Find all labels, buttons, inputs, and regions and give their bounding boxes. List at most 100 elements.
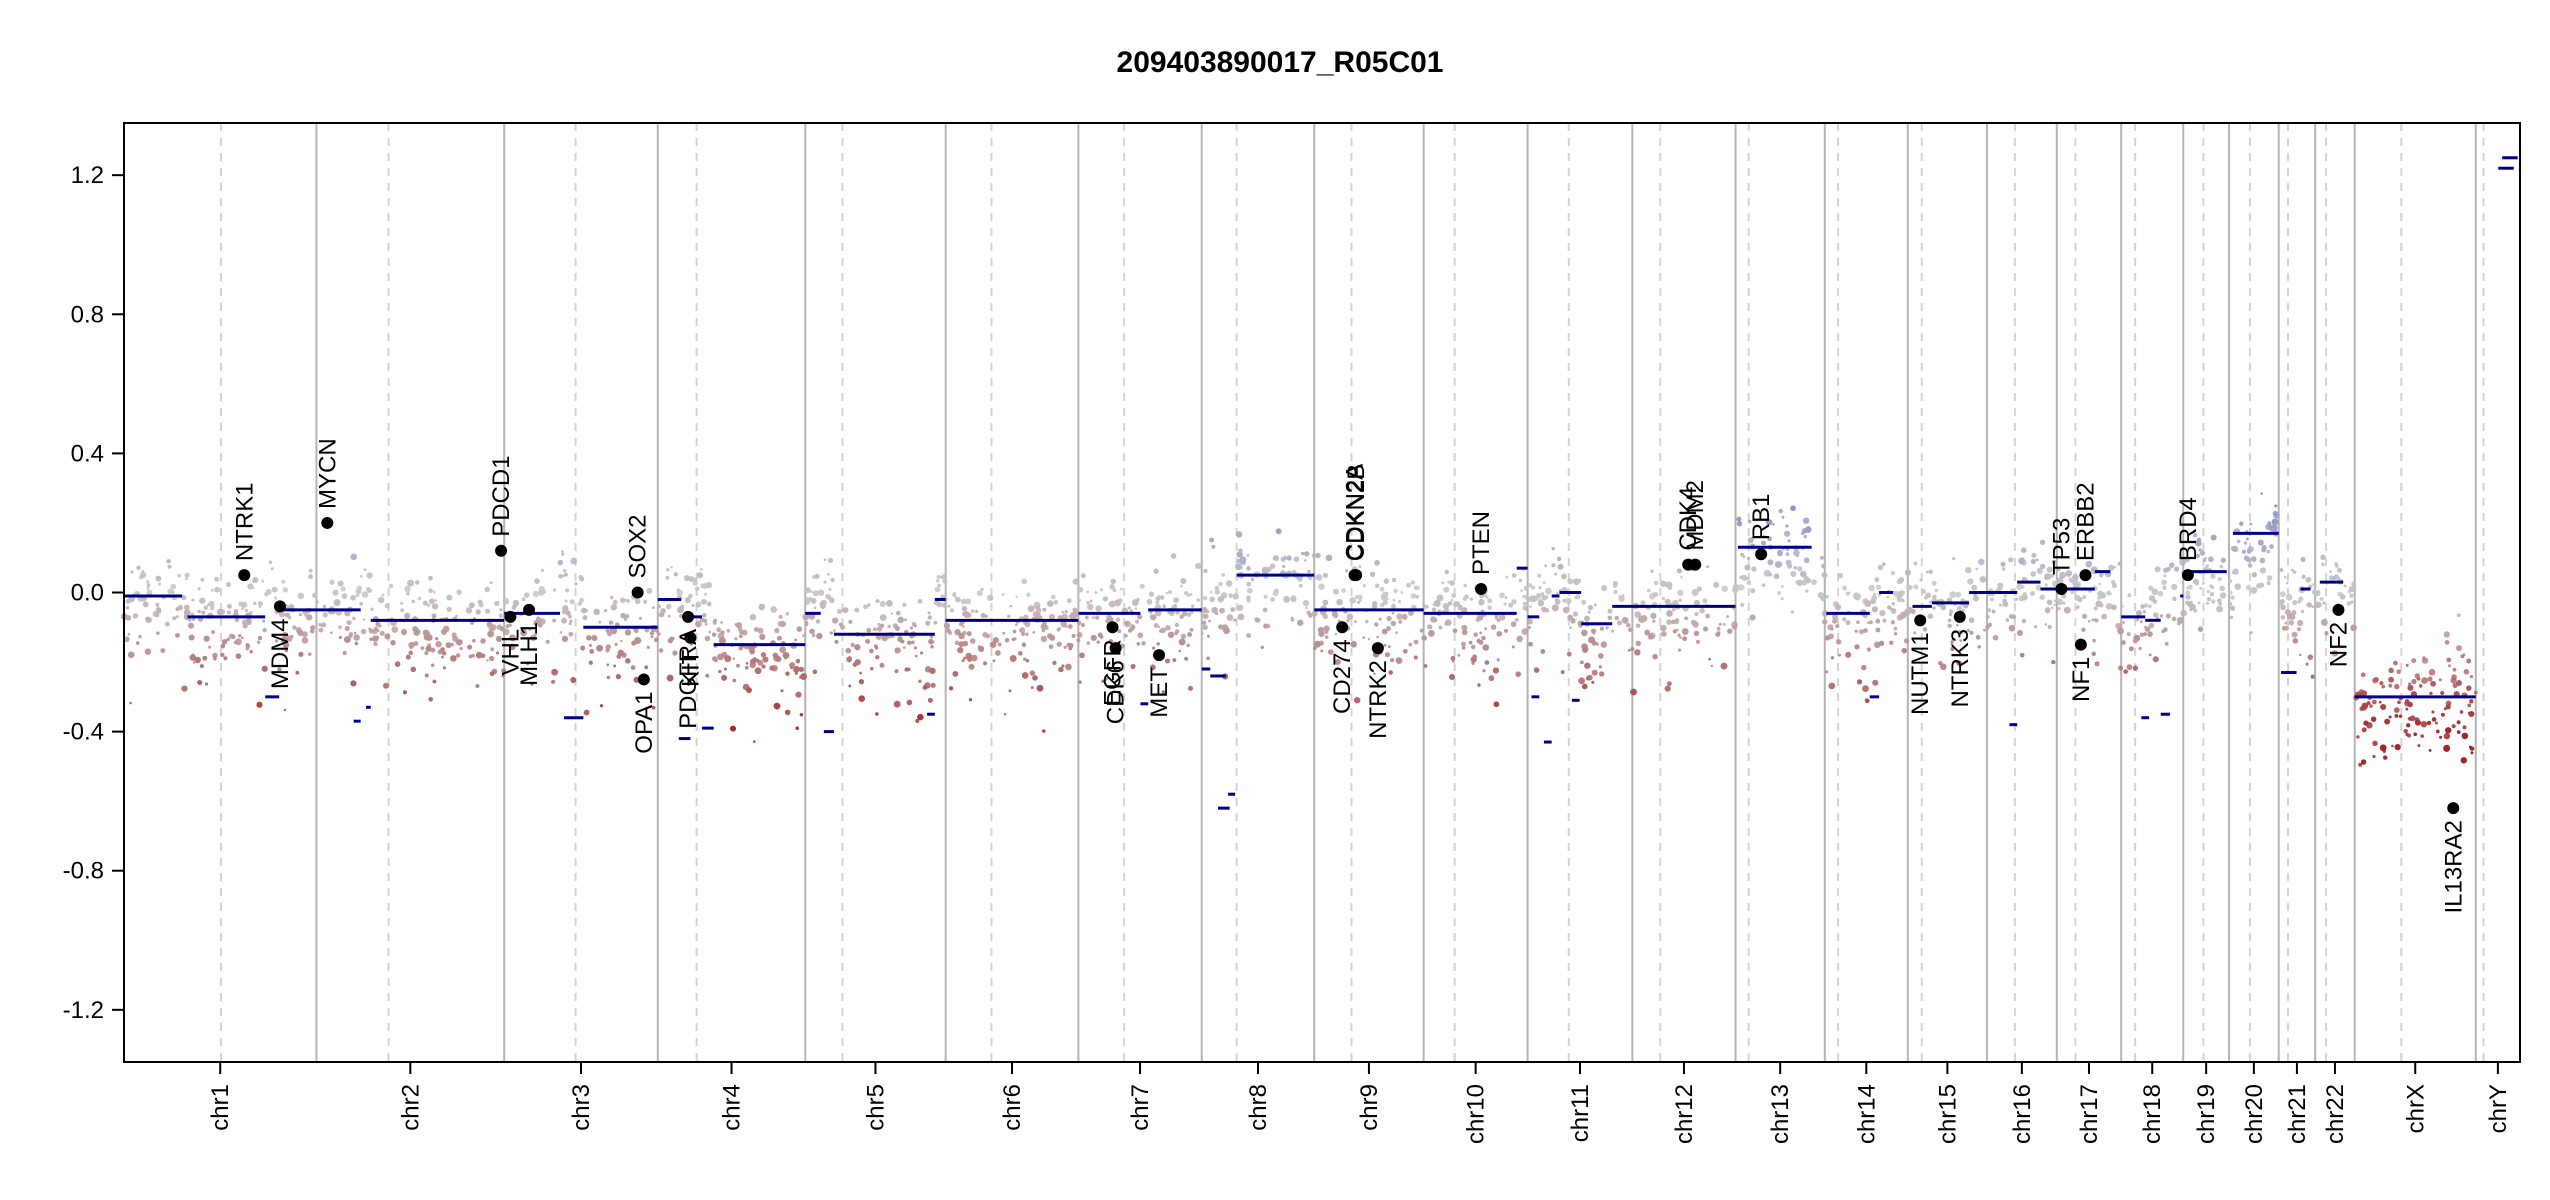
probe-point [521,597,526,601]
probe-point [1333,588,1339,595]
probe-point [1211,544,1216,549]
probe-point [814,573,820,579]
probe-point [2246,537,2249,541]
probe-point [2284,621,2288,625]
probe-point [175,615,179,619]
probe-point [695,601,702,608]
probe-point [1311,610,1318,617]
probe-point [1263,594,1268,599]
probe-point [915,654,918,658]
probe-point [1067,624,1073,629]
probe-point [2273,512,2280,519]
probe-point [1557,563,1564,570]
probe-point [1540,649,1546,654]
probe-point [1233,618,1237,622]
probe-point [846,656,852,663]
probe-point [1699,607,1705,614]
probe-point [2050,573,2054,578]
probe-point [2163,567,2169,573]
probe-point [2436,729,2440,734]
probe-point [965,652,972,660]
probe-point [1323,573,1328,578]
probe-point [2185,600,2190,605]
probe-point [2259,557,2266,564]
probe-point [711,632,717,637]
probe-point [1618,595,1622,599]
probe-point [1871,606,1878,613]
probe-point [1737,584,1745,591]
probe-point [1732,587,1739,594]
probe-point [420,646,425,650]
probe-point [969,638,976,644]
probe-point [125,598,131,604]
probe-point [1805,577,1811,584]
probe-point [2320,554,2326,560]
probe-point [1455,601,1460,606]
probe-point [1159,629,1163,633]
probe-point [704,635,711,642]
probe-point [2030,591,2035,596]
probe-point [1499,592,1505,599]
probe-point [2409,715,2416,722]
probe-point [241,619,248,625]
probe-point [1246,581,1251,587]
probe-point [1380,602,1385,608]
probe-point [2076,605,2080,609]
probe-point [1761,540,1766,545]
probe-point [1574,596,1578,600]
probe-point [1132,599,1139,606]
probe-point [1882,618,1887,623]
probe-point [823,558,827,561]
probe-point [1821,572,1828,578]
probe-point [897,636,903,641]
probe-point [470,621,474,625]
probe-point [1894,632,1898,636]
probe-point [2044,583,2048,587]
probe-point [2001,567,2006,571]
probe-point [995,650,1001,656]
probe-point [978,645,985,652]
probe-point [1406,582,1411,588]
probe-point [1393,588,1398,594]
probe-point [910,626,913,630]
probe-point [942,578,948,584]
probe-point [812,669,818,674]
probe-point [1496,631,1502,637]
probe-point [1403,649,1408,654]
probe-point [1560,670,1565,674]
probe-point [1746,580,1752,586]
probe-point [262,628,267,633]
probe-point [815,619,821,624]
probe-point [666,604,672,610]
probe-point [1463,583,1467,588]
probe-point [679,614,683,618]
probe-point [754,627,759,632]
probe-point [958,633,965,640]
probe-point [551,668,558,676]
probe-point [2218,602,2222,606]
probe-point [1150,614,1157,621]
probe-point [1450,656,1456,661]
probe-point [2332,575,2337,581]
probe-point [1523,586,1529,591]
probe-point [2439,735,2443,739]
probe-point [184,577,188,581]
probe-point [1691,589,1699,596]
probe-point [842,607,849,613]
probe-point [2447,664,2451,668]
probe-point [440,647,445,652]
probe-point [1221,624,1229,631]
probe-point [1866,621,1870,625]
probe-point [2300,557,2306,562]
probe-point [2271,524,2278,531]
probe-point [959,622,964,627]
probe-point [704,622,708,626]
probe-point [1421,635,1427,641]
probe-point [2431,710,2435,714]
probe-point [2152,656,2159,663]
probe-point [1346,613,1354,620]
probe-point [511,605,517,610]
probe-point [1727,628,1733,634]
probe-point [625,658,631,664]
probe-point [1008,689,1012,693]
